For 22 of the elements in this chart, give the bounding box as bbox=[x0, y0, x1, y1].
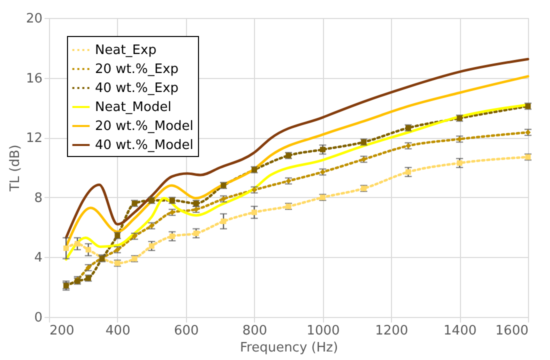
y-tick-label: 12 bbox=[26, 131, 42, 146]
x-tick-label: 200 bbox=[50, 324, 74, 338]
legend-label: 40 wt.%_Exp bbox=[95, 81, 179, 96]
x-tick-label: 1400 bbox=[444, 324, 477, 338]
x-tick-label: 400 bbox=[106, 324, 130, 338]
legend-label: 20 wt.%_Exp bbox=[95, 62, 179, 77]
x-tick-label: 1600 bbox=[495, 324, 528, 338]
legend-label: 40 wt.%_Model bbox=[95, 138, 194, 153]
legend-label: Neat_Model bbox=[95, 100, 172, 115]
x-tick-label: 600 bbox=[174, 324, 199, 338]
y-tick-label: 16 bbox=[26, 71, 42, 86]
x-tick-label: 1000 bbox=[306, 324, 340, 338]
y-tick-label: 4 bbox=[34, 250, 42, 266]
y-tick-label: 0 bbox=[34, 310, 42, 326]
x-axis-title: Frequency (Hz) bbox=[240, 340, 338, 356]
y-tick-label: 20 bbox=[26, 12, 42, 26]
x-tick-label: 800 bbox=[242, 324, 268, 338]
y-axis-title: TL (dB) bbox=[8, 144, 23, 192]
legend-label: 20 wt.%_Model bbox=[95, 119, 194, 134]
x-tick-label: 1200 bbox=[375, 324, 408, 338]
legend-label: Neat_Exp bbox=[95, 43, 156, 58]
y-tick-label: 8 bbox=[34, 190, 42, 206]
